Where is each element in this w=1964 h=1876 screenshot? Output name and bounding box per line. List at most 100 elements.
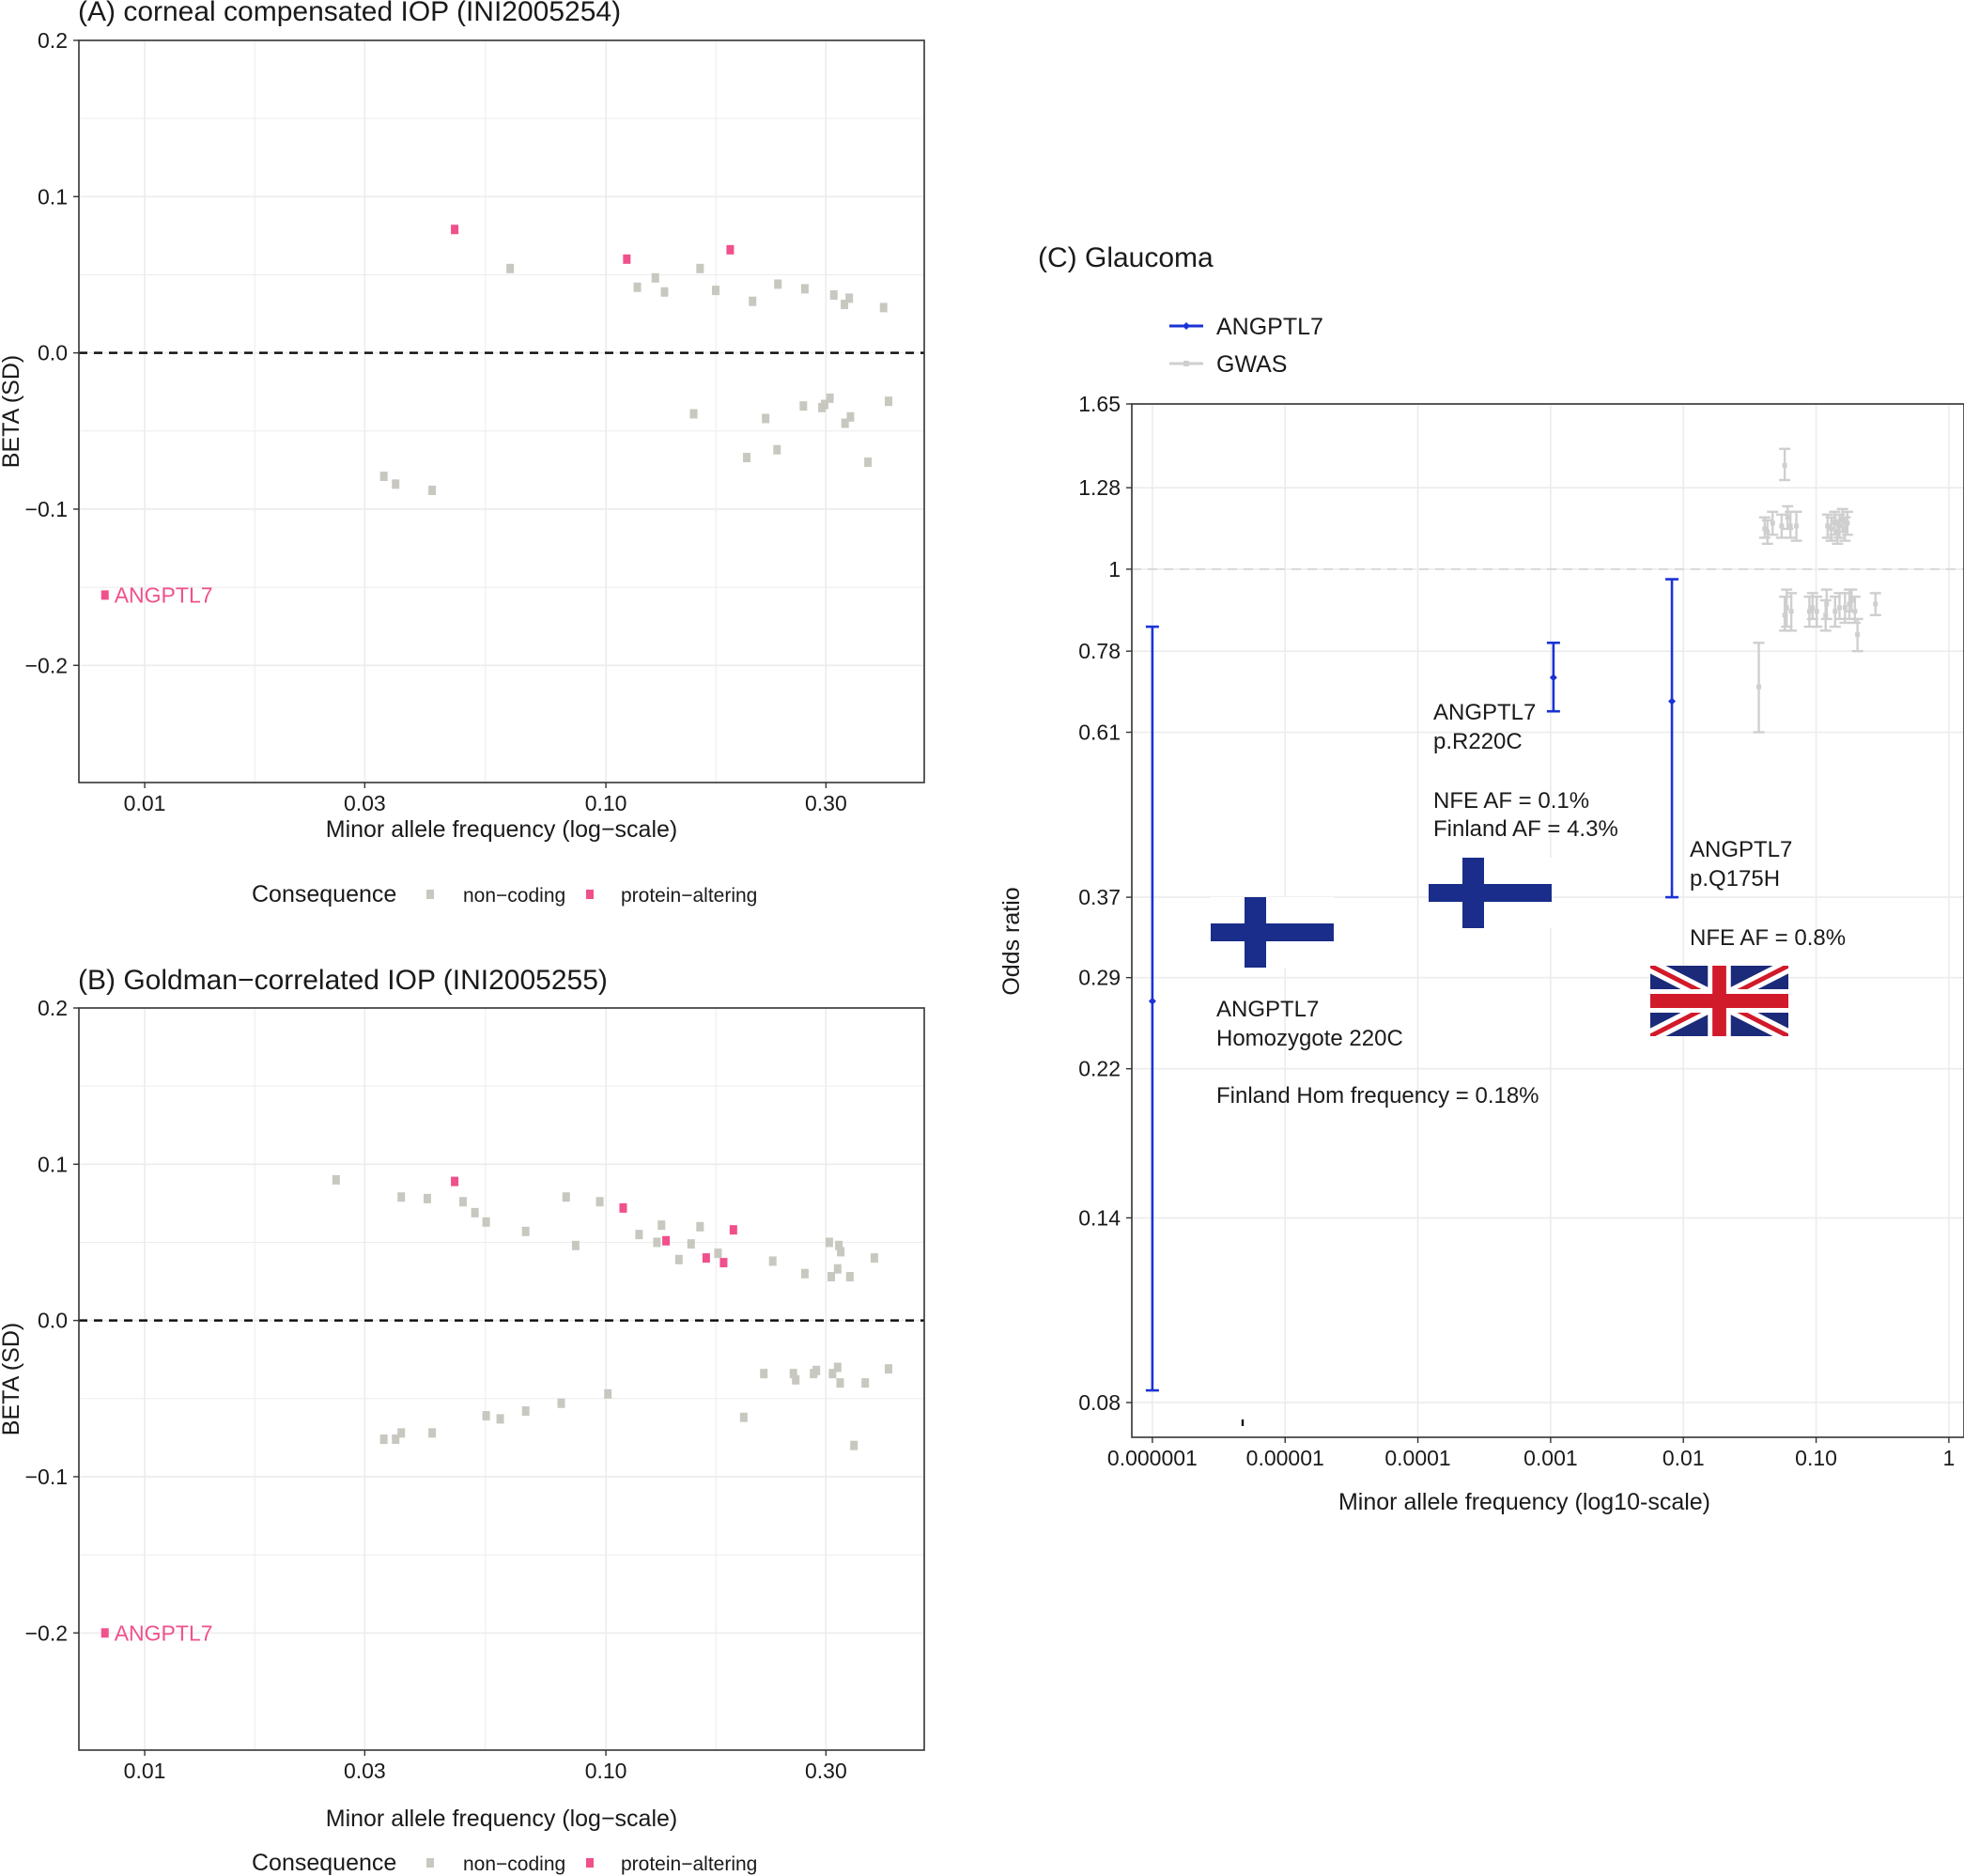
panel-c: (C) Glaucoma ANGPTL7 GWAS bbox=[998, 242, 1964, 1515]
point-estimate-gwas bbox=[1832, 520, 1837, 526]
point-label: ANGPTL7 bbox=[115, 1620, 213, 1645]
y-tick-label: 0.61 bbox=[1078, 720, 1121, 744]
annotation-line: Finland AF = 4.3% bbox=[1433, 816, 1618, 842]
data-point-non-coding bbox=[850, 1440, 858, 1450]
data-point-protein-altering bbox=[619, 1202, 627, 1213]
data-point-non-coding bbox=[861, 1378, 870, 1388]
annotation-p-r220c: ANGPTL7 p.R220C NFE AF = 0.1% Finland AF… bbox=[1433, 700, 1618, 842]
panel-a-marks: ANGPTL7 bbox=[79, 225, 924, 607]
panel-a-x-tick-labels: 0.01 0.03 0.10 0.30 bbox=[124, 783, 847, 815]
data-point-non-coding bbox=[557, 1398, 565, 1408]
data-point-non-coding bbox=[833, 1264, 842, 1274]
legend-label-non-coding: non−coding bbox=[463, 1853, 565, 1875]
legend-label-protein-altering: protein−altering bbox=[621, 885, 757, 907]
annotation-line: Finland Hom frequency = 0.18% bbox=[1216, 1083, 1539, 1109]
panel-c-y-axis-label: Odds ratio bbox=[998, 887, 1025, 995]
panel-b-title: (B) Goldman−correlated IOP (INI2005255) bbox=[78, 965, 608, 996]
data-point-non-coding bbox=[836, 1378, 844, 1388]
y-tick-label: 0.2 bbox=[38, 28, 68, 53]
data-point-non-coding bbox=[392, 1434, 400, 1445]
data-point-non-coding bbox=[760, 1369, 768, 1379]
annotation-p-q175h: ANGPTL7 p.Q175H NFE AF = 0.8% bbox=[1690, 837, 1846, 951]
point-estimate-gwas bbox=[1842, 526, 1848, 532]
y-tick-label: 0.1 bbox=[38, 1152, 68, 1176]
data-point-non-coding bbox=[711, 286, 719, 296]
y-tick-label: 0.1 bbox=[38, 184, 68, 209]
data-point-non-coding bbox=[879, 302, 888, 313]
annotation-line: p.R220C bbox=[1433, 729, 1523, 754]
y-tick-label: 0.22 bbox=[1078, 1057, 1121, 1081]
panel-a-plot-frame bbox=[78, 39, 925, 783]
point-estimate-gwas bbox=[1873, 601, 1879, 607]
panel-c-title: (C) Glaucoma bbox=[1038, 242, 1214, 273]
x-tick-label: 0.30 bbox=[805, 1759, 847, 1783]
panel-a-y-tick-labels: 0.2 0.1 0.0 −0.1 −0.2 bbox=[25, 28, 79, 677]
data-point-non-coding bbox=[379, 1434, 388, 1445]
legend-marker-gwas bbox=[1183, 361, 1189, 366]
point-estimate-gwas bbox=[1847, 601, 1852, 607]
data-point-protein-altering bbox=[662, 1235, 671, 1246]
panel-c-x-tick-labels: 0.000001 0.00001 0.0001 0.001 0.01 0.10 1 bbox=[1107, 1437, 1955, 1470]
data-point-non-coding bbox=[743, 453, 751, 463]
annotation-line: NFE AF = 0.8% bbox=[1690, 925, 1846, 951]
data-point-non-coding bbox=[739, 1412, 748, 1422]
data-point-non-coding bbox=[660, 287, 669, 297]
point-estimate-gwas bbox=[1788, 609, 1794, 614]
y-tick-label: 0.08 bbox=[1078, 1390, 1121, 1415]
data-point-non-coding bbox=[392, 479, 400, 489]
data-point-non-coding bbox=[696, 263, 704, 273]
panel-c-x-axis-label: Minor allele frequency (log10-scale) bbox=[1338, 1489, 1710, 1515]
point-estimate-gwas bbox=[1845, 520, 1850, 526]
point-estimate-angptl7 bbox=[1549, 674, 1557, 682]
data-point-protein-altering bbox=[729, 1225, 737, 1235]
panel-c-marks bbox=[1132, 447, 1964, 1426]
point-estimate-gwas bbox=[1836, 523, 1842, 529]
data-point-non-coding bbox=[773, 444, 781, 455]
x-tick-label: 0.03 bbox=[344, 791, 386, 815]
y-tick-label: 0.14 bbox=[1078, 1205, 1121, 1230]
panel-a-legend: Consequence non−coding protein−altering bbox=[252, 881, 757, 907]
y-tick-label: 0.37 bbox=[1078, 885, 1121, 909]
legend-swatch-non-coding bbox=[426, 1858, 434, 1868]
x-tick-label: 0.10 bbox=[585, 1759, 627, 1783]
data-point-non-coding bbox=[841, 300, 849, 310]
data-point-protein-altering bbox=[726, 244, 735, 255]
data-point-non-coding bbox=[829, 290, 838, 301]
x-tick-label: 0.10 bbox=[1795, 1446, 1837, 1470]
data-point-non-coding bbox=[332, 1174, 340, 1185]
legend-marker-angptl7 bbox=[1183, 322, 1190, 330]
y-tick-label: 1 bbox=[1108, 557, 1121, 581]
point-estimate-gwas bbox=[1782, 462, 1787, 468]
data-point-non-coding bbox=[827, 1272, 835, 1282]
x-tick-label: 0.30 bbox=[805, 791, 847, 815]
panel-c-legend: ANGPTL7 GWAS bbox=[1169, 314, 1323, 378]
y-tick-label: 0.0 bbox=[38, 1309, 68, 1333]
data-point-non-coding bbox=[812, 1365, 821, 1375]
data-point-non-coding bbox=[653, 1237, 661, 1248]
y-tick-label: −0.1 bbox=[25, 497, 68, 521]
point-estimate-gwas bbox=[1814, 609, 1819, 614]
panel-a-y-axis-label: BETA (SD) bbox=[0, 355, 24, 468]
panel-c-plot-frame bbox=[1131, 403, 1964, 1438]
data-point-non-coding bbox=[837, 1247, 845, 1257]
data-point-non-coding bbox=[496, 1414, 504, 1424]
legend-label-angptl7: ANGPTL7 bbox=[1216, 314, 1323, 340]
x-tick-label: 0.000001 bbox=[1107, 1446, 1198, 1470]
point-estimate-gwas bbox=[1762, 526, 1768, 532]
data-point-non-coding bbox=[789, 1369, 797, 1379]
data-point-protein-altering bbox=[623, 254, 631, 264]
finland-flag-icon bbox=[1429, 858, 1552, 928]
y-tick-label: 1.65 bbox=[1078, 392, 1121, 416]
x-tick-label: 0.001 bbox=[1523, 1446, 1578, 1470]
point-estimate-gwas bbox=[1829, 526, 1834, 532]
y-tick-label: −0.2 bbox=[25, 653, 68, 677]
data-point-non-coding bbox=[521, 1406, 530, 1417]
panel-b-x-tick-labels: 0.01 0.03 0.10 0.30 bbox=[124, 1750, 847, 1783]
data-point-non-coding bbox=[379, 472, 388, 482]
uk-flag-icon bbox=[1650, 966, 1788, 1036]
data-point-protein-altering bbox=[101, 1628, 109, 1638]
data-point-non-coding bbox=[633, 282, 642, 292]
point-estimate-gwas bbox=[1785, 515, 1790, 520]
